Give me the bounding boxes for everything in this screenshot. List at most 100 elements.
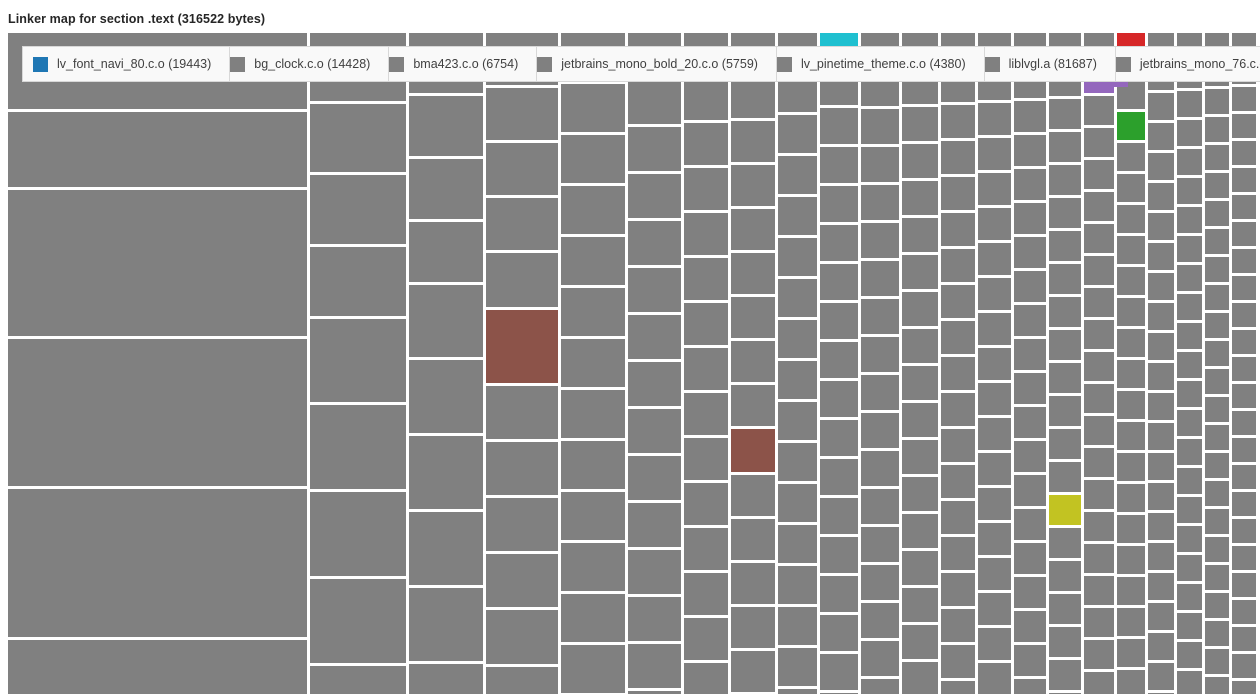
- treemap-cell[interactable]: [1084, 352, 1114, 381]
- treemap-cell[interactable]: [409, 159, 483, 219]
- legend-item[interactable]: liblvgl.a (81687): [984, 56, 1097, 72]
- treemap-cell[interactable]: [978, 383, 1011, 415]
- treemap-cell[interactable]: [409, 664, 483, 694]
- treemap-cell[interactable]: [902, 551, 938, 585]
- treemap-cell[interactable]: [8, 190, 307, 336]
- treemap-cell[interactable]: [861, 565, 899, 600]
- treemap-cell[interactable]: [902, 107, 938, 141]
- treemap-cell[interactable]: [1205, 173, 1229, 198]
- treemap-cell[interactable]: [1084, 224, 1114, 253]
- treemap-cell[interactable]: [1049, 330, 1081, 360]
- treemap-cell[interactable]: [978, 208, 1011, 240]
- treemap-cell[interactable]: [1232, 87, 1256, 111]
- treemap-cell[interactable]: [628, 597, 681, 641]
- treemap-cell[interactable]: [1049, 297, 1081, 327]
- treemap-cell[interactable]: [1117, 608, 1145, 636]
- treemap-cell[interactable]: [561, 288, 625, 336]
- treemap-cell[interactable]: [1014, 203, 1046, 234]
- treemap-cell[interactable]: [941, 213, 975, 246]
- treemap-cell[interactable]: [409, 96, 483, 156]
- treemap-cell[interactable]: [861, 109, 899, 144]
- treemap-cell[interactable]: [820, 303, 858, 339]
- treemap-cell[interactable]: [684, 618, 728, 660]
- treemap-cell[interactable]: [628, 503, 681, 547]
- treemap-cell[interactable]: [1232, 357, 1256, 381]
- treemap-cell[interactable]: [778, 238, 817, 276]
- treemap-cell[interactable]: [941, 177, 975, 210]
- treemap-cell[interactable]: [902, 292, 938, 326]
- treemap-cell[interactable]: [1177, 352, 1202, 378]
- treemap-cell[interactable]: [1177, 236, 1202, 262]
- treemap-cell[interactable]: [486, 554, 558, 607]
- treemap-cell[interactable]: [8, 339, 307, 486]
- treemap-cell[interactable]: [1084, 256, 1114, 285]
- treemap-cell[interactable]: [1177, 323, 1202, 349]
- treemap-cell[interactable]: [1232, 492, 1256, 516]
- treemap-cell[interactable]: [1177, 410, 1202, 436]
- treemap-cell[interactable]: [1084, 480, 1114, 509]
- treemap-cell[interactable]: [1014, 169, 1046, 200]
- treemap-cell[interactable]: [1049, 462, 1081, 492]
- treemap-cell[interactable]: [1117, 329, 1145, 357]
- treemap-cell[interactable]: [1148, 513, 1174, 540]
- treemap-cell[interactable]: [902, 440, 938, 474]
- treemap-cell[interactable]: [978, 278, 1011, 310]
- treemap-cell[interactable]: [1014, 237, 1046, 268]
- treemap-cell[interactable]: [1205, 537, 1229, 562]
- treemap-cell[interactable]: [684, 123, 728, 165]
- treemap-cell[interactable]: [1084, 640, 1114, 669]
- treemap-cell[interactable]: [731, 165, 775, 206]
- treemap-cell[interactable]: [778, 484, 817, 522]
- treemap-cell[interactable]: [820, 381, 858, 417]
- treemap-cell[interactable]: [486, 88, 558, 140]
- treemap-cell[interactable]: [628, 268, 681, 312]
- treemap-cell[interactable]: [778, 402, 817, 440]
- treemap-cell[interactable]: [1148, 243, 1174, 270]
- treemap-cell[interactable]: [409, 436, 483, 509]
- treemap-cell[interactable]: [820, 654, 858, 690]
- treemap-cell[interactable]: [1084, 192, 1114, 221]
- treemap-cell[interactable]: [1177, 149, 1202, 175]
- treemap-cell[interactable]: [486, 667, 558, 694]
- treemap-chart[interactable]: [0, 30, 1260, 694]
- treemap-cell[interactable]: [1084, 672, 1114, 694]
- treemap-cell[interactable]: [8, 112, 307, 187]
- treemap-cell[interactable]: [1049, 561, 1081, 591]
- treemap-cell[interactable]: [978, 523, 1011, 555]
- treemap-cell[interactable]: [1205, 145, 1229, 170]
- treemap-cell[interactable]: [1148, 93, 1174, 120]
- treemap-cell[interactable]: [1232, 465, 1256, 489]
- treemap-cell[interactable]: [409, 285, 483, 357]
- treemap-cell[interactable]: [1232, 600, 1256, 624]
- treemap-cell[interactable]: [1148, 363, 1174, 390]
- treemap-cell[interactable]: [1232, 276, 1256, 300]
- treemap-cell[interactable]: [1084, 544, 1114, 573]
- treemap-cell[interactable]: [1014, 611, 1046, 642]
- treemap-cell[interactable]: [1177, 120, 1202, 146]
- treemap-cell[interactable]: [1205, 425, 1229, 450]
- treemap-cell[interactable]: [941, 645, 975, 678]
- treemap-cell[interactable]: [1084, 96, 1114, 125]
- treemap-cell[interactable]: [1117, 205, 1145, 233]
- treemap-cell[interactable]: [1148, 453, 1174, 480]
- treemap-cell[interactable]: [1049, 198, 1081, 228]
- treemap-cell[interactable]: [1148, 333, 1174, 360]
- treemap-cell[interactable]: [820, 225, 858, 261]
- treemap-cell[interactable]: [902, 588, 938, 622]
- treemap-cell[interactable]: [1117, 453, 1145, 481]
- treemap-cell[interactable]: [1177, 468, 1202, 494]
- treemap-cell[interactable]: [1049, 528, 1081, 558]
- treemap-cell[interactable]: [731, 475, 775, 516]
- treemap-cell[interactable]: [820, 108, 858, 144]
- treemap-cell[interactable]: [941, 357, 975, 390]
- treemap-cell[interactable]: [1177, 381, 1202, 407]
- treemap-cell[interactable]: [820, 576, 858, 612]
- treemap-cell[interactable]: [731, 607, 775, 648]
- treemap-cell[interactable]: [1232, 195, 1256, 219]
- treemap-cell[interactable]: [310, 405, 406, 489]
- treemap-cell[interactable]: [820, 498, 858, 534]
- treemap-cell[interactable]: [1177, 671, 1202, 694]
- treemap-cell[interactable]: [902, 255, 938, 289]
- treemap-cell[interactable]: [820, 264, 858, 300]
- treemap-cell[interactable]: [409, 588, 483, 661]
